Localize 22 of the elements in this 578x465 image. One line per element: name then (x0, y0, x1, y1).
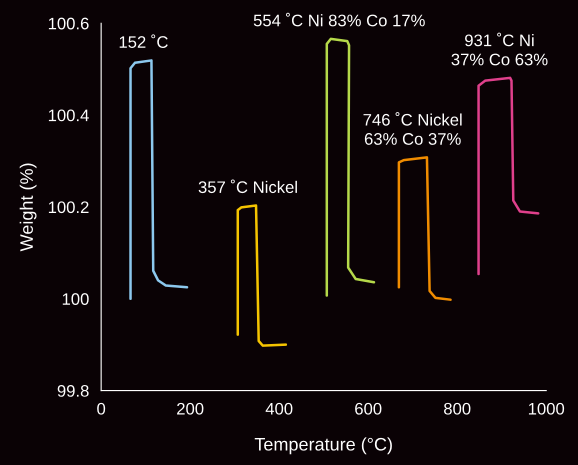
x-tick-label: 1000 (528, 402, 564, 415)
y-tick-label: 100 (62, 293, 89, 305)
annotation: 746 ˚C Nickel 63% Co 37% (364, 112, 462, 145)
y-tick-label: 99.8 (58, 385, 89, 397)
line-series (129, 59, 188, 300)
y-tick-label: 100.2 (48, 201, 89, 214)
line-series (398, 156, 452, 301)
x-tick-label: 0 (97, 402, 106, 415)
x-tick-label: 200 (177, 402, 204, 415)
y-tick-label: 100.6 (48, 18, 89, 30)
x-tick-label: 800 (444, 402, 470, 415)
annotation: 152 ˚C (120, 34, 168, 48)
annotation: 357 ˚C Nickel (198, 179, 297, 194)
line-series (236, 204, 288, 347)
x-axis-title: Temperature (°C) (254, 437, 392, 454)
x-tick-label: 600 (355, 402, 382, 415)
annotation: 554 ˚C Ni 83% Co 17% (254, 12, 425, 26)
y-tick-label: 100.4 (48, 109, 89, 122)
y-axis-title: Weight (%) (20, 164, 37, 252)
x-tick-label: 400 (266, 402, 292, 415)
annotation: 931 ˚C Ni 37% Co 63% (451, 32, 548, 66)
line-series (477, 76, 540, 276)
